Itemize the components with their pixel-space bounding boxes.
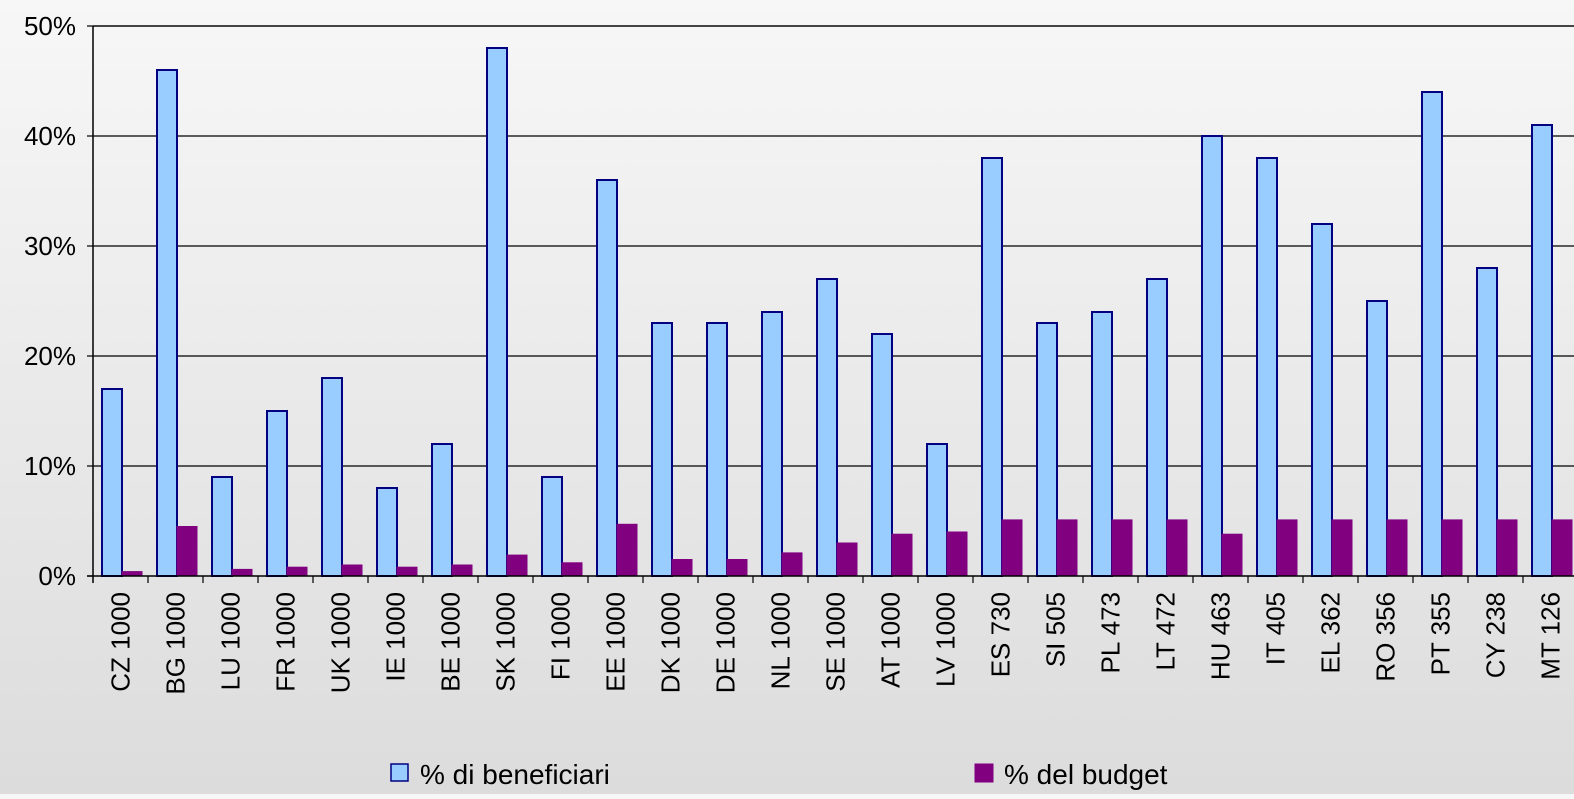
x-tick-label: FR 1000 — [271, 592, 301, 692]
bar-beneficiari — [266, 410, 288, 577]
bar-beneficiari — [1531, 124, 1553, 577]
x-tick-label: BG 1000 — [161, 592, 191, 695]
bar-beneficiari — [376, 487, 398, 577]
x-tick-label: FI 1000 — [546, 592, 576, 680]
legend-label-beneficiari: % di beneficiari — [420, 759, 610, 790]
bar-beneficiari — [871, 333, 893, 577]
y-tick-label: 50% — [24, 11, 76, 41]
bar-beneficiari — [486, 47, 508, 577]
bar-budget — [1386, 519, 1408, 577]
y-tick-label: 40% — [24, 121, 76, 151]
bar-budget — [1441, 519, 1463, 577]
bar-budget — [341, 564, 363, 577]
axes: 0% 10% 20% 30% 40% 50% CZ 1000 BG 1000 LU 1000 FR… — [24, 11, 1574, 695]
bar-beneficiari — [651, 322, 673, 577]
bar-beneficiari — [596, 179, 618, 577]
x-tick-label: PL 473 — [1096, 592, 1126, 673]
x-tick-label: LU 1000 — [216, 592, 246, 690]
y-tick-label: 30% — [24, 231, 76, 261]
x-tick-label: SK 1000 — [491, 592, 521, 692]
bar-beneficiari — [1146, 278, 1168, 577]
bar-budget — [396, 566, 418, 577]
bar-budget — [1166, 519, 1188, 577]
bar-budget — [836, 542, 858, 577]
x-tick-label: SE 1000 — [821, 592, 851, 692]
bar-beneficiari — [1421, 91, 1443, 577]
y-tick-label: 20% — [24, 341, 76, 371]
bar-beneficiari — [761, 311, 783, 577]
bar-beneficiari — [541, 476, 563, 577]
x-tick-label: EL 362 — [1316, 592, 1346, 673]
x-tick-label: IT 405 — [1261, 592, 1291, 665]
bar-budget — [781, 552, 803, 577]
bar-beneficiari — [1201, 135, 1223, 577]
x-tick-label: DE 1000 — [711, 592, 741, 693]
bar-beneficiari — [101, 388, 123, 577]
bar-beneficiari — [926, 443, 948, 577]
legend: % di beneficiari % del budget — [390, 759, 1168, 790]
bar-budget — [1331, 519, 1353, 577]
x-tick-label: LT 472 — [1151, 592, 1181, 671]
bar-budget — [231, 568, 253, 577]
bar-budget — [286, 566, 308, 577]
bar-budget — [1111, 519, 1133, 577]
bar-beneficiari — [816, 278, 838, 577]
bar-beneficiari — [1036, 322, 1058, 577]
bar-budget — [561, 562, 583, 577]
bar-budget — [451, 564, 473, 577]
bar-budget — [891, 533, 913, 577]
x-tick-label: CY 238 — [1481, 592, 1511, 678]
x-tick-label: NL 1000 — [766, 592, 796, 689]
bar-beneficiari — [156, 69, 178, 577]
bars — [101, 47, 1573, 577]
x-tick-label: HU 463 — [1206, 592, 1236, 680]
bar-budget — [1056, 519, 1078, 577]
x-tick-label: BE 1000 — [436, 592, 466, 692]
x-tick-label: CZ 1000 — [106, 592, 136, 692]
x-tick-label: LV 1000 — [931, 592, 961, 687]
x-tick-label: EE 1000 — [601, 592, 631, 692]
bar-budget — [1001, 519, 1023, 577]
bar-beneficiari — [431, 443, 453, 577]
x-tick-label: ES 730 — [986, 592, 1016, 677]
bar-budget — [1496, 519, 1518, 577]
x-tick-label: MT 126 — [1536, 592, 1566, 680]
bar-budget — [946, 531, 968, 577]
bar-beneficiari — [1366, 300, 1388, 577]
legend-swatch-budget — [974, 763, 994, 783]
x-tick-label: SI 505 — [1041, 592, 1071, 667]
x-tick-label: PT 355 — [1426, 592, 1456, 675]
bar-beneficiari — [1256, 157, 1278, 577]
bar-budget — [506, 554, 528, 577]
bar-beneficiari — [1091, 311, 1113, 577]
y-tick-label: 10% — [24, 451, 76, 481]
bar-beneficiari — [981, 157, 1003, 577]
bar-beneficiari — [211, 476, 233, 577]
bar-beneficiari — [1476, 267, 1498, 577]
bar-budget — [616, 523, 638, 577]
bar-budget — [726, 559, 748, 577]
bar-budget — [1221, 533, 1243, 577]
legend-label-budget: % del budget — [1004, 759, 1168, 790]
x-tick-label: RO 356 — [1371, 592, 1401, 682]
x-tick-label: UK 1000 — [326, 592, 356, 693]
y-tick-label: 0% — [38, 561, 76, 591]
x-tick-label: DK 1000 — [656, 592, 686, 693]
bar-budget — [1551, 519, 1573, 577]
bar-budget — [1276, 519, 1298, 577]
legend-swatch-beneficiari — [390, 763, 409, 782]
bar-beneficiari — [1311, 223, 1333, 577]
bar-beneficiari — [706, 322, 728, 577]
x-tick-label: AT 1000 — [876, 592, 906, 688]
bar-beneficiari — [321, 377, 343, 577]
bar-budget — [176, 526, 198, 577]
x-tick-label: IE 1000 — [381, 592, 411, 682]
bar-budget — [671, 559, 693, 577]
